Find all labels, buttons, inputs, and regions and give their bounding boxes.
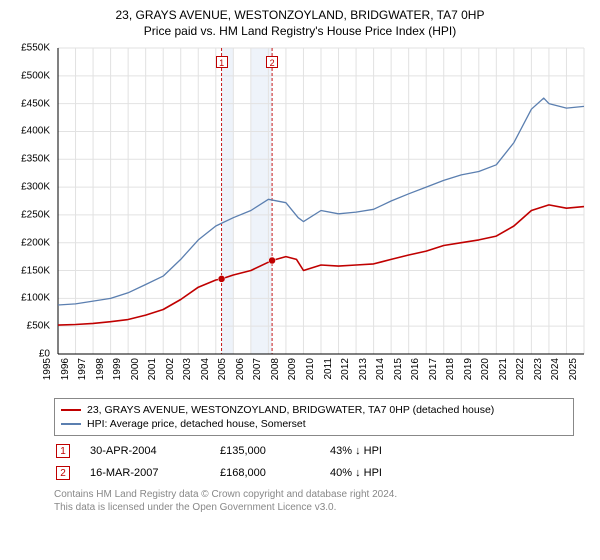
legend-swatch — [61, 409, 81, 411]
legend-box: 23, GRAYS AVENUE, WESTONZOYLAND, BRIDGWA… — [54, 398, 574, 436]
y-axis-label: £400K — [10, 126, 50, 137]
chart-svg — [10, 44, 590, 390]
sale-hpi-rel: 40% ↓ HPI — [330, 467, 420, 479]
sale-row: 2 16-MAR-2007 £168,000 40% ↓ HPI — [54, 466, 574, 480]
sale-marker-flag: 2 — [266, 56, 278, 68]
sale-price: £168,000 — [220, 467, 310, 479]
sale-date: 16-MAR-2007 — [90, 467, 200, 479]
legend-label: 23, GRAYS AVENUE, WESTONZOYLAND, BRIDGWA… — [87, 404, 494, 416]
legend-row: 23, GRAYS AVENUE, WESTONZOYLAND, BRIDGWA… — [61, 403, 567, 417]
y-axis-label: £150K — [10, 265, 50, 276]
y-axis-label: £50K — [10, 321, 50, 332]
y-axis-label: £200K — [10, 237, 50, 248]
sale-price: £135,000 — [220, 445, 310, 457]
legend-label: HPI: Average price, detached house, Some… — [87, 418, 306, 430]
y-axis-label: £350K — [10, 154, 50, 165]
title-line2: Price paid vs. HM Land Registry's House … — [10, 24, 590, 38]
legend-and-sales: 23, GRAYS AVENUE, WESTONZOYLAND, BRIDGWA… — [54, 398, 574, 480]
sale-hpi-rel: 43% ↓ HPI — [330, 445, 420, 457]
y-axis-label: £550K — [10, 43, 50, 54]
footnote-line1: Contains HM Land Registry data © Crown c… — [54, 488, 590, 501]
y-axis-label: £500K — [10, 70, 50, 81]
sale-row: 1 30-APR-2004 £135,000 43% ↓ HPI — [54, 444, 574, 458]
chart-titles: 23, GRAYS AVENUE, WESTONZOYLAND, BRIDGWA… — [10, 8, 590, 38]
x-axis-label: 2025 — [568, 358, 600, 380]
y-axis-label: £300K — [10, 182, 50, 193]
title-line1: 23, GRAYS AVENUE, WESTONZOYLAND, BRIDGWA… — [10, 8, 590, 22]
footnote: Contains HM Land Registry data © Crown c… — [54, 488, 590, 514]
sale-marker-num: 1 — [56, 444, 70, 458]
y-axis-label: £100K — [10, 293, 50, 304]
sale-marker-flag: 1 — [216, 56, 228, 68]
legend-swatch — [61, 423, 81, 425]
sale-marker-num: 2 — [56, 466, 70, 480]
y-axis-label: £250K — [10, 209, 50, 220]
y-axis-label: £450K — [10, 98, 50, 109]
legend-row: HPI: Average price, detached house, Some… — [61, 417, 567, 431]
chart-area: £0£50K£100K£150K£200K£250K£300K£350K£400… — [10, 44, 590, 390]
sale-date: 30-APR-2004 — [90, 445, 200, 457]
footnote-line2: This data is licensed under the Open Gov… — [54, 501, 590, 514]
